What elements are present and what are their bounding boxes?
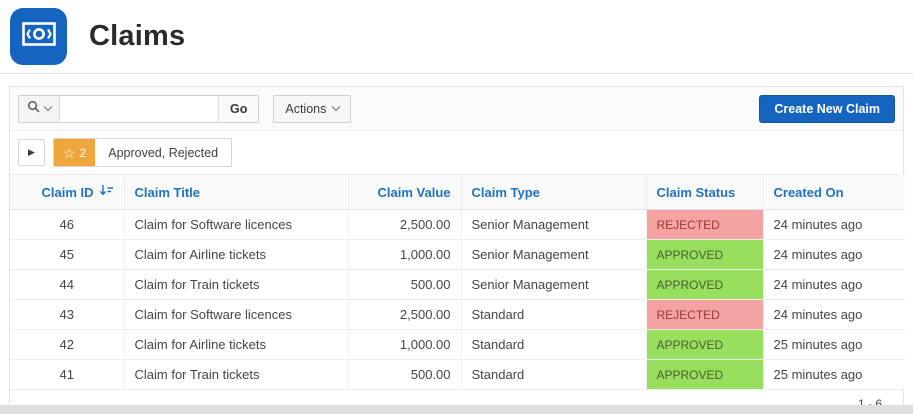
status-badge: APPROVED: [646, 359, 764, 390]
status-badge: APPROVED: [646, 239, 764, 270]
cell-claim-value: 1,000.00: [348, 329, 462, 360]
filter-row: ▶ ☆ 2 Approved, Rejected: [10, 131, 903, 174]
cell-created-on: 25 minutes ago: [763, 329, 905, 360]
cell-claim-id: 45: [10, 239, 125, 270]
column-header-claim-status[interactable]: Claim Status: [646, 174, 764, 210]
cell-claim-type: Senior Management: [461, 269, 647, 300]
search-bar: Go: [18, 94, 260, 123]
cell-claim-title: Claim for Airline tickets: [124, 329, 349, 360]
cell-claim-value: 2,500.00: [348, 209, 462, 240]
column-header-created-on[interactable]: Created On: [763, 174, 905, 210]
cell-claim-title: Claim for Train tickets: [124, 269, 349, 300]
cell-claim-title: Claim for Train tickets: [124, 359, 349, 390]
cell-created-on: 24 minutes ago: [763, 299, 905, 330]
cell-claim-title: Claim for Software licences: [124, 299, 349, 330]
cell-claim-id: 41: [10, 359, 125, 390]
cell-claim-type: Standard: [461, 329, 647, 360]
report-toolbar: Go Actions Create New Claim: [10, 87, 903, 131]
highlight-filter-label: Approved, Rejected: [95, 139, 232, 166]
cell-claim-type: Standard: [461, 299, 647, 330]
table-row: 45 Claim for Airline tickets 1,000.00 Se…: [10, 239, 905, 270]
highlight-badge: ☆ 2: [54, 139, 96, 166]
cell-created-on: 24 minutes ago: [763, 209, 905, 240]
claims-table: Claim ID Claim Title Claim Value Claim T…: [10, 174, 905, 390]
claims-app-icon: [10, 8, 67, 65]
cell-claim-type: Senior Management: [461, 209, 647, 240]
star-icon: ☆: [63, 144, 76, 161]
table-row: 43 Claim for Software licences 2,500.00 …: [10, 299, 905, 330]
search-options-button[interactable]: [19, 95, 60, 122]
actions-button-label: Actions: [285, 101, 327, 116]
highlight-count: 2: [79, 145, 87, 160]
actions-button[interactable]: Actions: [273, 94, 352, 123]
chevron-down-icon: [43, 102, 53, 112]
cell-claim-id: 42: [10, 329, 125, 360]
table-row: 44 Claim for Train tickets 500.00 Senior…: [10, 269, 905, 300]
table-header-row: Claim ID Claim Title Claim Value Claim T…: [10, 174, 905, 210]
cell-claim-value: 500.00: [348, 269, 462, 300]
table-row: 42 Claim for Airline tickets 1,000.00 St…: [10, 329, 905, 360]
table-row: 46 Claim for Software licences 2,500.00 …: [10, 209, 905, 240]
expand-filters-button[interactable]: ▶: [18, 139, 45, 166]
cell-claim-id: 46: [10, 209, 125, 240]
column-header-claim-type[interactable]: Claim Type: [461, 174, 647, 210]
status-badge: REJECTED: [646, 209, 764, 240]
status-badge: REJECTED: [646, 299, 764, 330]
cell-claim-value: 2,500.00: [348, 299, 462, 330]
app-header: Claims: [0, 0, 913, 73]
page-background-strip: [0, 405, 913, 414]
status-badge: APPROVED: [646, 329, 764, 360]
play-icon: ▶: [28, 147, 35, 157]
cell-claim-id: 44: [10, 269, 125, 300]
claims-report-region: Go Actions Create New Claim ▶ ☆ 2 Approv…: [9, 86, 905, 414]
banknote-icon: [21, 22, 56, 51]
status-badge: APPROVED: [646, 269, 764, 300]
search-input[interactable]: [60, 95, 218, 122]
cell-claim-value: 1,000.00: [348, 239, 462, 270]
column-header-claim-title[interactable]: Claim Title: [124, 174, 349, 210]
cell-claim-title: Claim for Software licences: [124, 209, 349, 240]
column-header-claim-value[interactable]: Claim Value: [348, 174, 462, 210]
cell-created-on: 25 minutes ago: [763, 359, 905, 390]
table-row: 41 Claim for Train tickets 500.00 Standa…: [10, 359, 905, 390]
highlight-filter-chip[interactable]: ☆ 2 Approved, Rejected: [53, 138, 233, 167]
cell-created-on: 24 minutes ago: [763, 239, 905, 270]
search-icon: [27, 100, 41, 117]
column-header-claim-id[interactable]: Claim ID: [10, 174, 125, 210]
cell-claim-value: 500.00: [348, 359, 462, 390]
chevron-down-icon: [332, 102, 341, 112]
column-header-label: Claim ID: [41, 184, 94, 200]
cell-claim-type: Senior Management: [461, 239, 647, 270]
sort-descending-icon: [99, 184, 114, 200]
page-title: Claims: [89, 20, 186, 52]
cell-created-on: 24 minutes ago: [763, 269, 905, 300]
cell-claim-title: Claim for Airline tickets: [124, 239, 349, 270]
go-button[interactable]: Go: [218, 95, 259, 122]
cell-claim-id: 43: [10, 299, 125, 330]
cell-claim-type: Standard: [461, 359, 647, 390]
header-divider: [0, 73, 913, 74]
create-new-claim-button[interactable]: Create New Claim: [759, 94, 895, 123]
